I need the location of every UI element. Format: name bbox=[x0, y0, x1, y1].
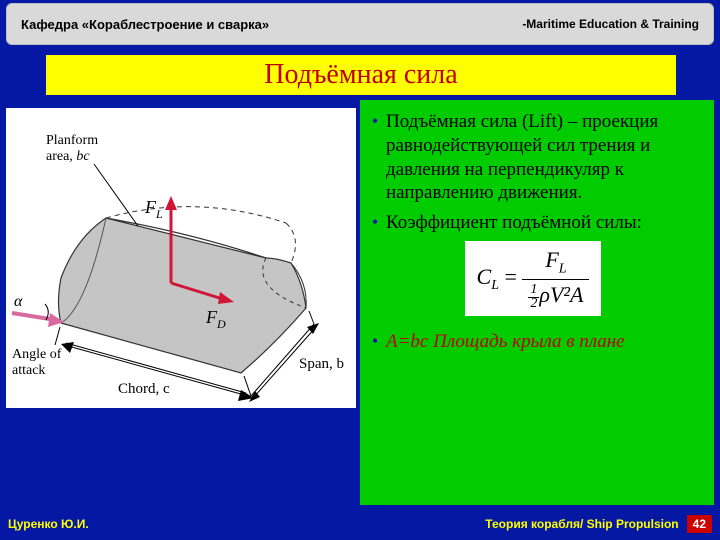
header-right: -Maritime Education & Training bbox=[522, 17, 699, 31]
bullet-dot-icon: • bbox=[364, 110, 386, 205]
bullet-3-text: A=bc Площадь крыла в плане bbox=[386, 330, 625, 354]
planform-label: Planform area, bc bbox=[46, 133, 102, 164]
top-dashed-curve bbox=[106, 207, 286, 223]
bullet-dot-icon: • bbox=[364, 211, 386, 235]
lift-coefficient-formula: CL = FL 12ρV²A bbox=[465, 241, 602, 316]
alpha-label: α bbox=[14, 293, 23, 310]
page-number: 42 bbox=[687, 515, 712, 533]
footer: Цуренко Ю.И. Теория корабля/ Ship Propul… bbox=[0, 514, 720, 534]
header-bar: Кафедра «Кораблестроение и сварка» -Mari… bbox=[6, 3, 714, 45]
bullet-1-text: Подъёмная сила (Lift) – проекция равноде… bbox=[386, 110, 702, 205]
bullet-dot-icon: • bbox=[364, 330, 386, 354]
footer-course: Теория корабля/ Ship Propulsion bbox=[485, 517, 678, 531]
span-label: Span, b bbox=[299, 356, 344, 372]
formula-container: CL = FL 12ρV²A bbox=[364, 241, 702, 316]
header-left: Кафедра «Кораблестроение и сварка» bbox=[21, 17, 269, 32]
content-panel: • Подъёмная сила (Lift) – проекция равно… bbox=[360, 100, 714, 505]
chord-label: Chord, c bbox=[118, 381, 170, 397]
diagram-svg: FL FD Span, b Chord, c α Angle of attack bbox=[6, 108, 356, 408]
footer-author: Цуренко Ю.И. bbox=[8, 517, 89, 531]
bullet-1: • Подъёмная сила (Lift) – проекция равно… bbox=[364, 110, 702, 205]
bullet-2: • Коэффициент подъёмной силы: bbox=[364, 211, 702, 235]
slide-title: Подъёмная сила bbox=[46, 55, 676, 95]
lift-diagram: FL FD Span, b Chord, c α Angle of attack bbox=[6, 108, 356, 408]
bullet-2-text: Коэффициент подъёмной силы: bbox=[386, 211, 642, 235]
bullet-3: • A=bc Площадь крыла в плане bbox=[364, 330, 702, 354]
angle-of-attack-label: Angle of attack bbox=[12, 347, 65, 378]
svg-text:FL: FL bbox=[144, 197, 163, 221]
wing-body bbox=[59, 218, 307, 373]
